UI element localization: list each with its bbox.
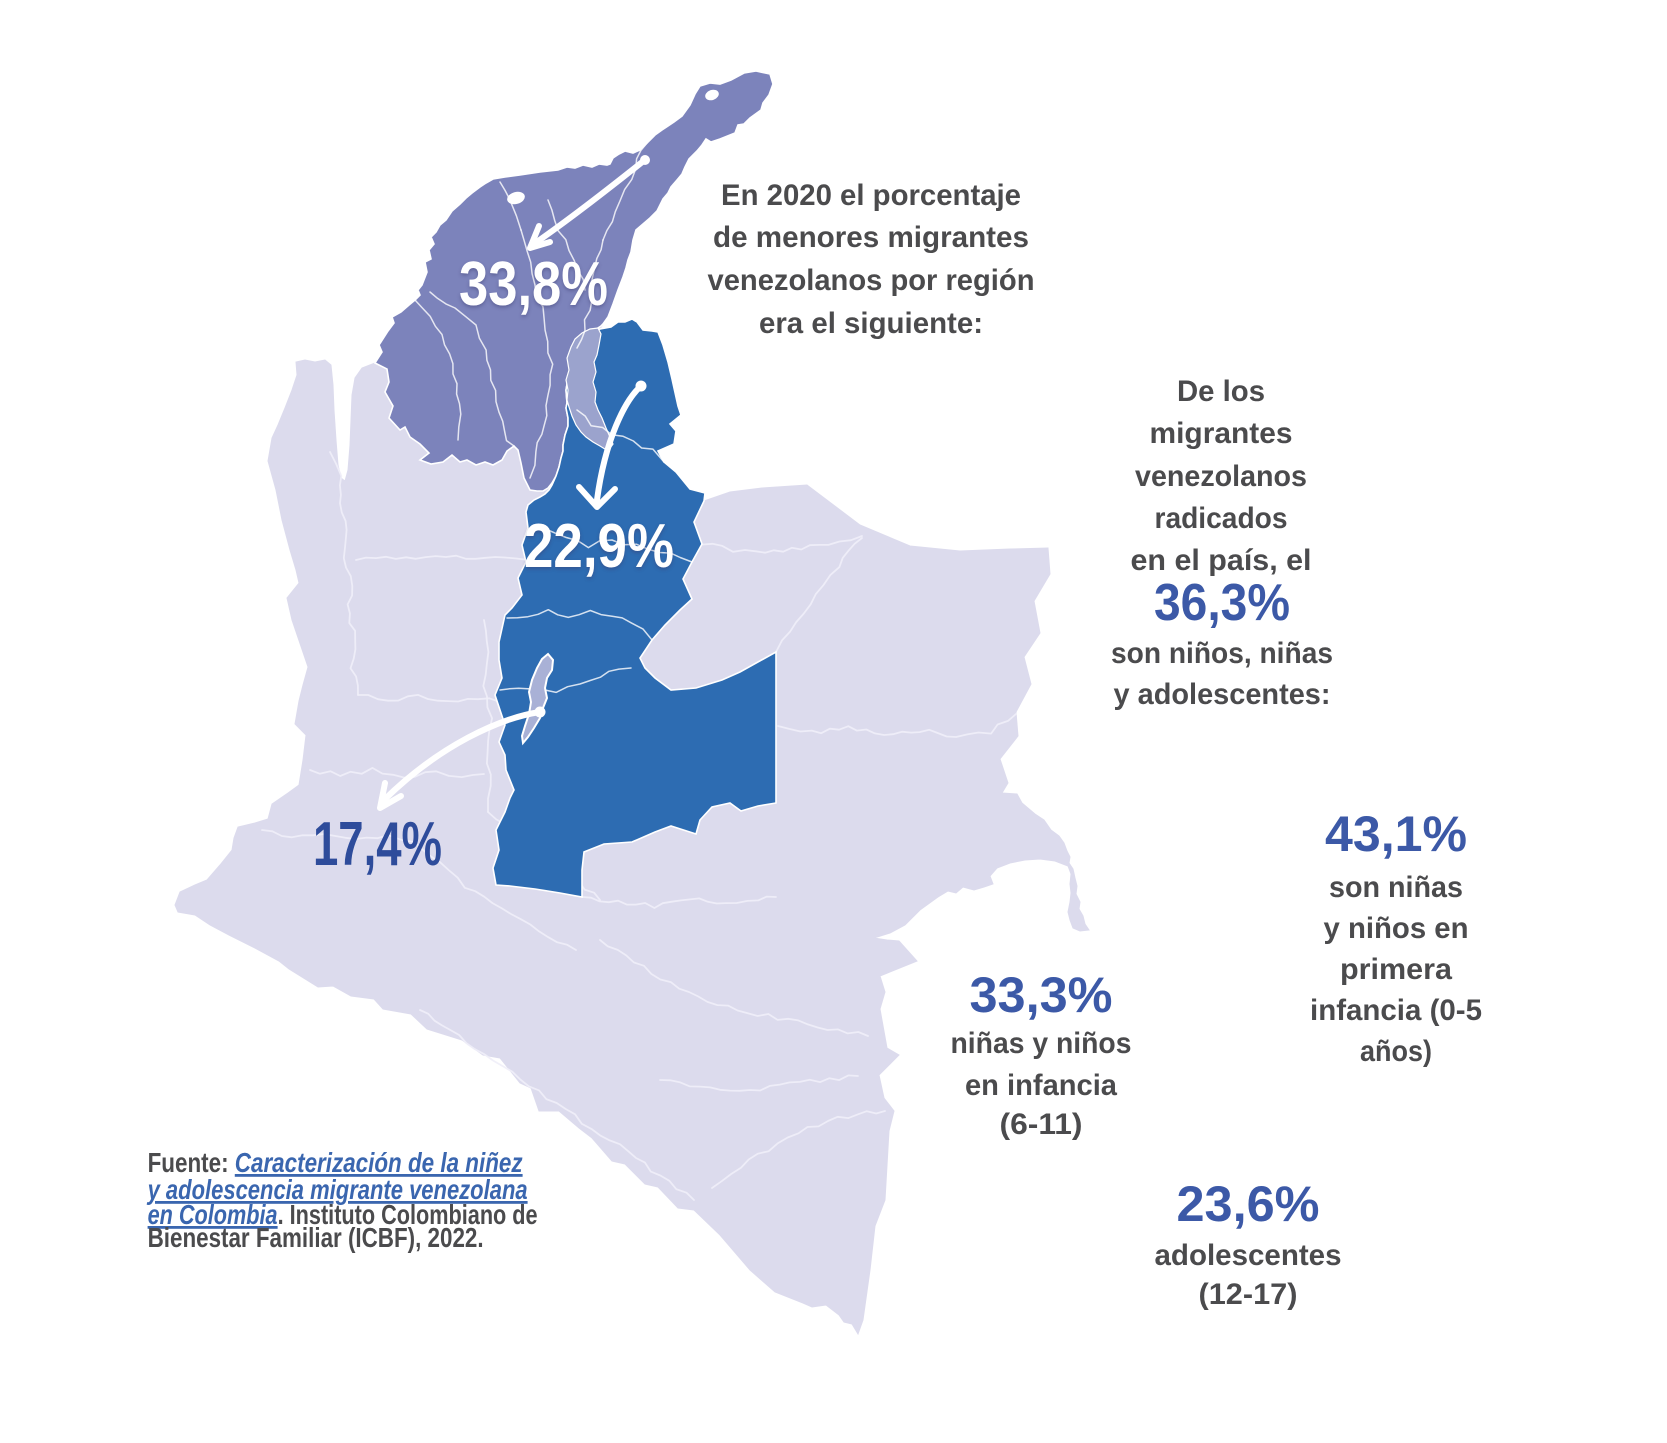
svg-text:son niños, niñas: son niños, niñas (1111, 637, 1333, 670)
svg-text:(6-11): (6-11) (1000, 1108, 1083, 1141)
svg-text:33,3%: 33,3% (970, 967, 1113, 1023)
svg-text:adolescentes: adolescentes (1155, 1239, 1342, 1272)
svg-text:Fuente: Caracterización de la: Fuente: Caracterización de la niñez (148, 1147, 523, 1178)
svg-text:en Colombia. Instituto Colombi: en Colombia. Instituto Colombiano de (148, 1199, 538, 1230)
svg-text:de menores migrantes: de menores migrantes (713, 221, 1029, 254)
svg-text:y niños en: y niños en (1324, 912, 1469, 945)
svg-text:radicados: radicados (1155, 502, 1288, 535)
svg-text:venezolanos por región: venezolanos por región (708, 264, 1035, 297)
svg-text:niñas y niños: niñas y niños (951, 1027, 1132, 1060)
svg-text:36,3%: 36,3% (1154, 574, 1290, 632)
svg-text:22,9%: 22,9% (524, 512, 674, 581)
svg-text:y adolescencia migrante venezo: y adolescencia migrante venezolana (146, 1174, 528, 1205)
svg-text:17,4%: 17,4% (313, 810, 442, 879)
svg-text:infancia (0-5: infancia (0-5 (1310, 994, 1482, 1027)
svg-text:Bienestar Familiar (ICBF), 202: Bienestar Familiar (ICBF), 2022. (148, 1222, 484, 1253)
svg-text:era el siguiente:: era el siguiente: (759, 307, 983, 340)
svg-text:y adolescentes:: y adolescentes: (1114, 678, 1331, 711)
svg-text:en infancia: en infancia (965, 1069, 1117, 1102)
svg-text:migrantes: migrantes (1150, 417, 1293, 450)
svg-text:43,1%: 43,1% (1325, 806, 1467, 862)
svg-text:En 2020 el porcentaje: En 2020 el porcentaje (721, 179, 1021, 212)
svg-text:años): años) (1360, 1035, 1432, 1068)
svg-text:son niñas: son niñas (1329, 871, 1463, 904)
svg-text:33,8%: 33,8% (459, 250, 608, 319)
svg-text:en el país, el: en el país, el (1131, 544, 1312, 577)
svg-text:23,6%: 23,6% (1177, 1176, 1320, 1232)
svg-text:(12-17): (12-17) (1199, 1278, 1298, 1311)
svg-text:primera: primera (1340, 953, 1452, 986)
svg-text:De los: De los (1177, 375, 1265, 408)
svg-text:venezolanos: venezolanos (1135, 460, 1307, 493)
